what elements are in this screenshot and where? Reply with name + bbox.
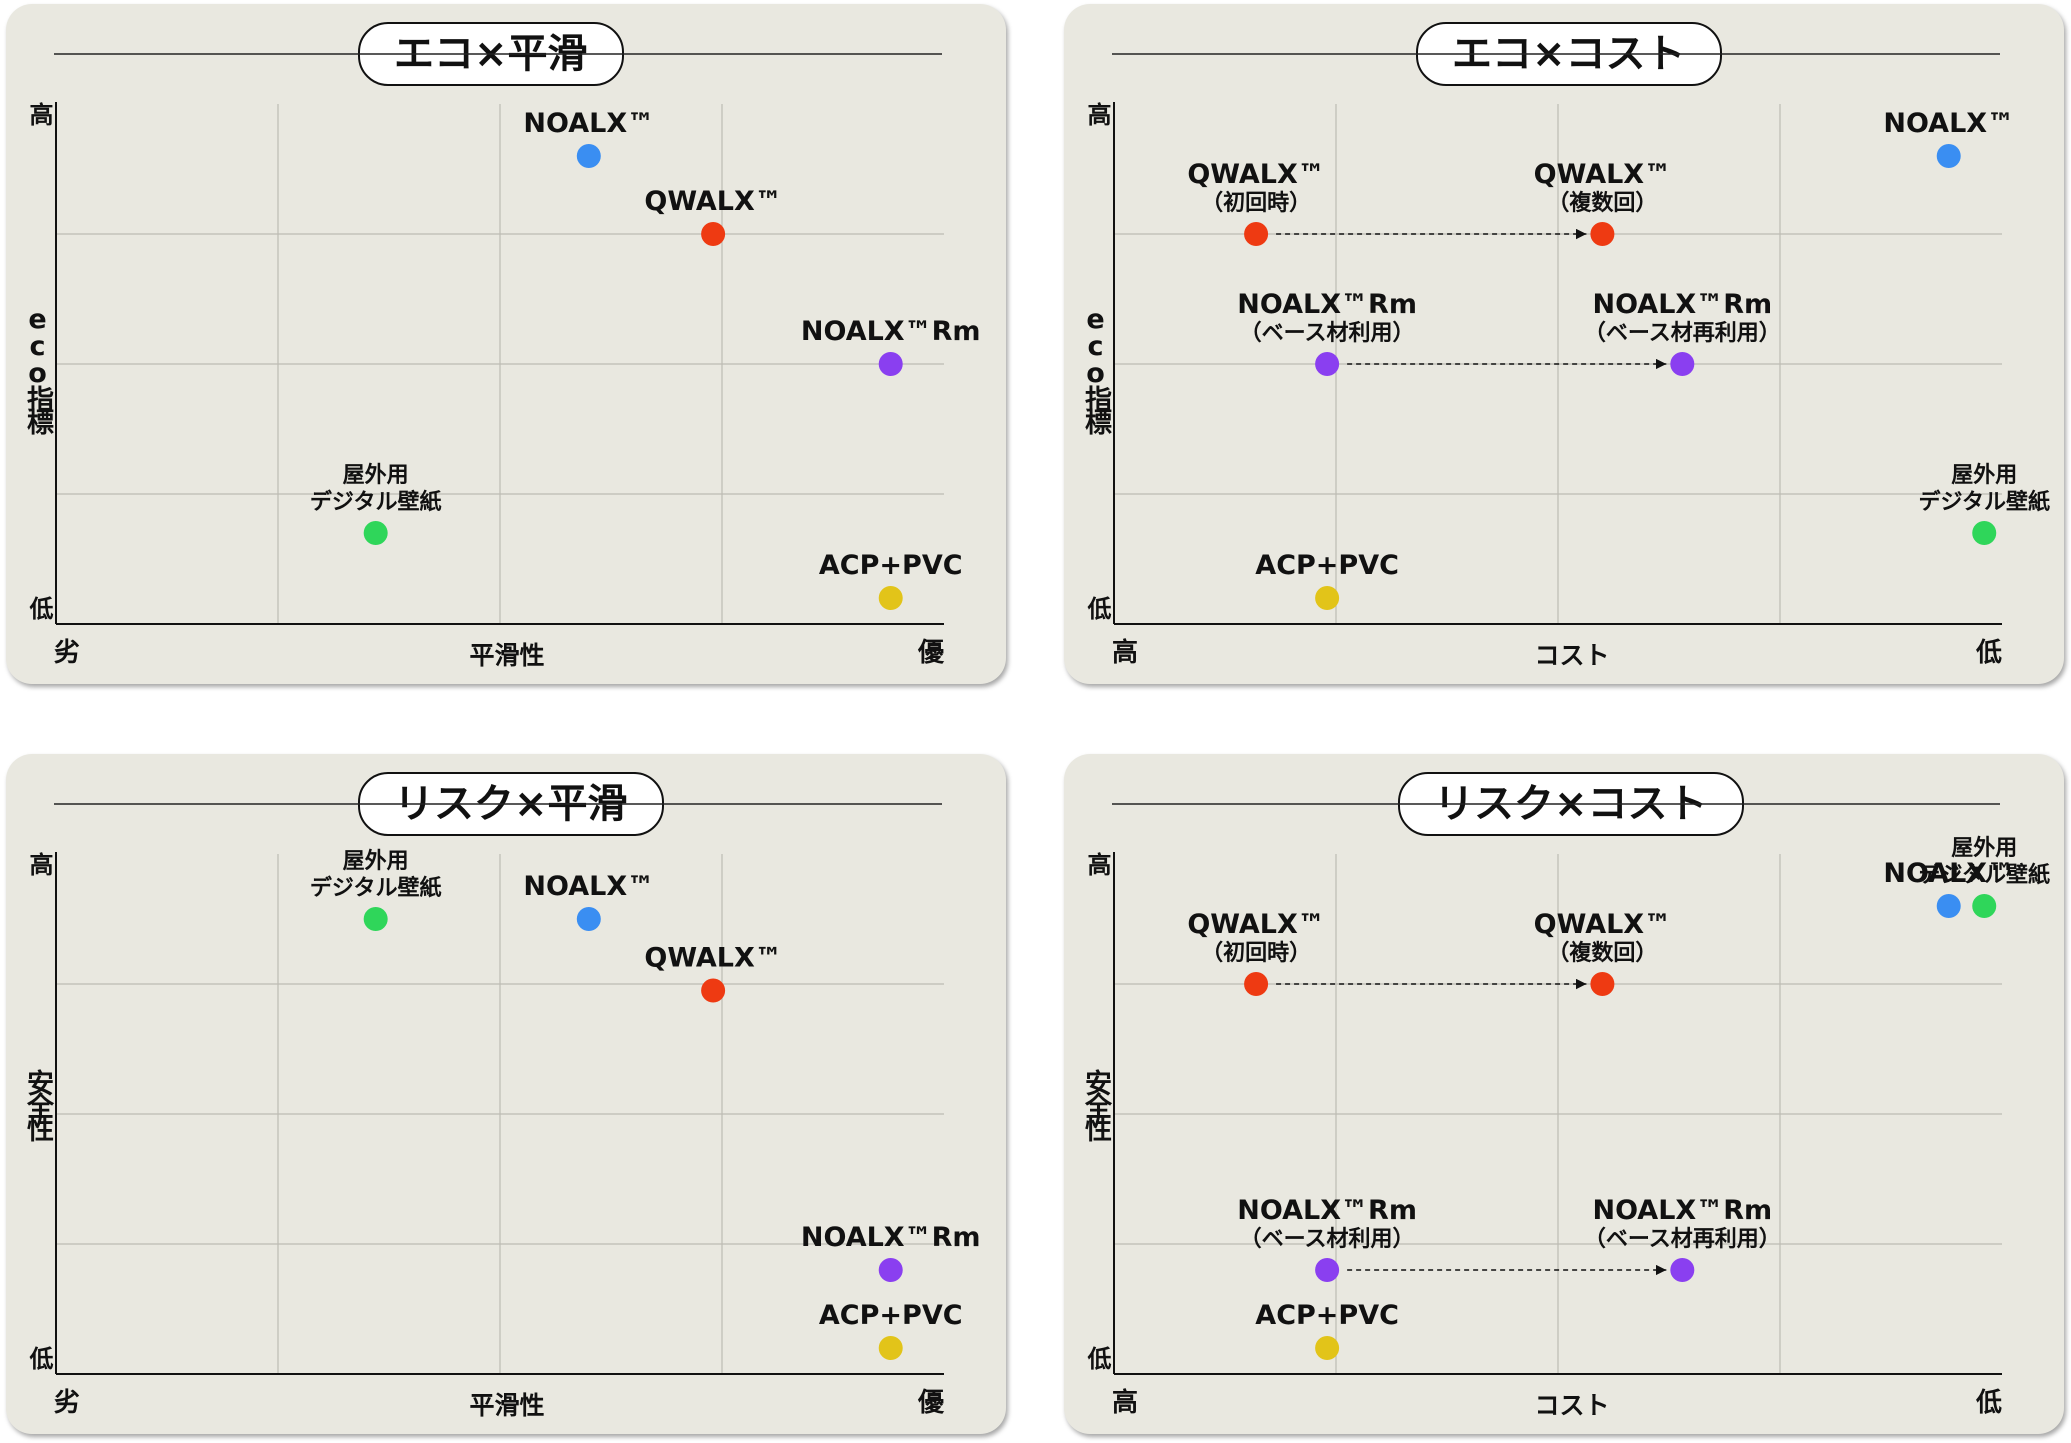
y-low-label: 低	[25, 1346, 53, 1368]
data-point	[1315, 1336, 1340, 1360]
x-high-label: 優	[918, 1388, 945, 1418]
data-point	[701, 222, 726, 246]
x-low-label: 高	[1112, 638, 1139, 668]
chart-panel-risk-cost: リスク×コスト 高 安全性 低 高 コスト 低 NOALX™ 屋外用 デジタル壁紙 Q…	[1064, 754, 2064, 1434]
data-point	[878, 586, 903, 610]
data-point	[878, 1336, 903, 1360]
data-point	[1936, 144, 1961, 168]
scatter-plot: NOALX™屋外用デジタル壁紙QWALX™（初回時）QWALX™（複数回）NOA…	[1112, 803, 2050, 1375]
x-low-label: 劣	[54, 1388, 81, 1418]
x-high-label: 低	[1976, 638, 2003, 668]
point-label: NOALX™Rm	[1592, 289, 1772, 320]
point-label: （複数回）	[1547, 940, 1657, 966]
x-high-label: 低	[1976, 1388, 2003, 1418]
x-axis-title: 平滑性	[469, 641, 545, 670]
data-point	[1670, 1258, 1695, 1282]
y-high-label: 高	[1083, 102, 1111, 124]
y-axis-title: eco指標	[1080, 304, 1111, 431]
data-point	[1590, 972, 1615, 996]
x-high-label: 優	[918, 638, 945, 668]
point-label: NOALX™Rm	[1592, 1195, 1772, 1226]
point-label: NOALX™Rm	[1237, 289, 1417, 320]
point-label: 屋外用	[1951, 835, 2017, 861]
chart-panel-eco-cost: エコ×コスト 高 eco指標 低 高 コスト 低 NOALX™ QWALX™ （初回…	[1064, 4, 2064, 684]
data-point	[878, 352, 903, 376]
y-high-label: 高	[25, 852, 53, 874]
point-label: NOALX™	[523, 871, 654, 902]
x-low-label: 高	[1112, 1388, 1139, 1418]
data-point	[1972, 521, 1997, 545]
point-label: デジタル壁紙	[1918, 489, 2050, 515]
point-label: NOALX™Rm	[801, 316, 981, 347]
x-low-label: 劣	[54, 638, 81, 668]
point-label: （ベース材再利用）	[1584, 1227, 1781, 1252]
point-label: QWALX™	[1187, 159, 1324, 190]
point-label: （初回時）	[1201, 940, 1311, 966]
point-label: QWALX™	[1534, 909, 1671, 940]
point-label: QWALX™	[644, 186, 781, 217]
point-label: NOALX™	[523, 108, 654, 139]
point-label: ACP+PVC	[819, 550, 963, 581]
point-label: ACP+PVC	[819, 1300, 963, 1331]
data-point	[1670, 352, 1695, 376]
y-low-label: 低	[25, 596, 53, 618]
data-point	[701, 978, 726, 1003]
y-low-label: 低	[1083, 596, 1111, 618]
data-point	[576, 907, 601, 931]
x-axis-title: コスト	[1534, 1391, 1610, 1420]
point-label: 屋外用	[343, 462, 409, 488]
point-label: NOALX™	[1883, 108, 2014, 139]
data-point	[878, 1258, 903, 1282]
point-label: NOALX™Rm	[1237, 1195, 1417, 1226]
point-label: デジタル壁紙	[1918, 862, 2050, 888]
point-label: ACP+PVC	[1255, 550, 1399, 581]
data-point	[363, 521, 388, 545]
point-label: QWALX™	[1534, 159, 1671, 190]
point-label: ACP+PVC	[1255, 1300, 1399, 1331]
data-point	[576, 144, 601, 168]
scatter-plot: NOALX™QWALX™（初回時）QWALX™（複数回）NOALX™Rm（ベース…	[1112, 53, 2050, 625]
point-label: デジタル壁紙	[310, 489, 442, 515]
data-point	[1315, 586, 1340, 610]
data-point	[1590, 222, 1615, 246]
y-axis-title: 安全性	[22, 1069, 53, 1138]
point-label: QWALX™	[644, 943, 781, 974]
y-high-label: 高	[25, 102, 53, 124]
chart-panel-eco-smooth: エコ×平滑 高 eco指標 低 劣 平滑性 優 NOALX™ QWALX™ NOAL…	[6, 4, 1006, 684]
point-label: （複数回）	[1547, 190, 1657, 216]
data-point	[1936, 894, 1961, 918]
x-axis-title: 平滑性	[469, 1391, 545, 1420]
x-axis-title: コスト	[1534, 641, 1610, 670]
y-axis-title: 安全性	[1080, 1069, 1111, 1138]
y-low-label: 低	[1083, 1346, 1111, 1368]
point-label: QWALX™	[1187, 909, 1324, 940]
point-label: デジタル壁紙	[310, 875, 442, 901]
point-label: NOALX™	[1883, 858, 2014, 889]
point-label: NOALX™Rm	[801, 1222, 981, 1253]
point-label: （初回時）	[1201, 190, 1311, 216]
point-label: （ベース材再利用）	[1584, 321, 1781, 346]
data-point	[1244, 222, 1269, 246]
data-point	[363, 907, 388, 931]
data-point	[1244, 972, 1269, 996]
y-axis-title: eco指標	[22, 304, 53, 431]
point-label: 屋外用	[343, 848, 409, 874]
chart-panel-risk-smooth: リスク×平滑 高 安全性 低 劣 平滑性 優 屋外用 デジタル壁紙 NOALX™ QW…	[6, 754, 1006, 1434]
point-label: （ベース材利用）	[1240, 1227, 1415, 1252]
data-point	[1972, 894, 1997, 918]
data-point	[1315, 1258, 1340, 1282]
point-label: （ベース材利用）	[1240, 321, 1415, 346]
y-high-label: 高	[1083, 852, 1111, 874]
data-point	[1315, 352, 1340, 376]
point-label: 屋外用	[1951, 462, 2017, 488]
